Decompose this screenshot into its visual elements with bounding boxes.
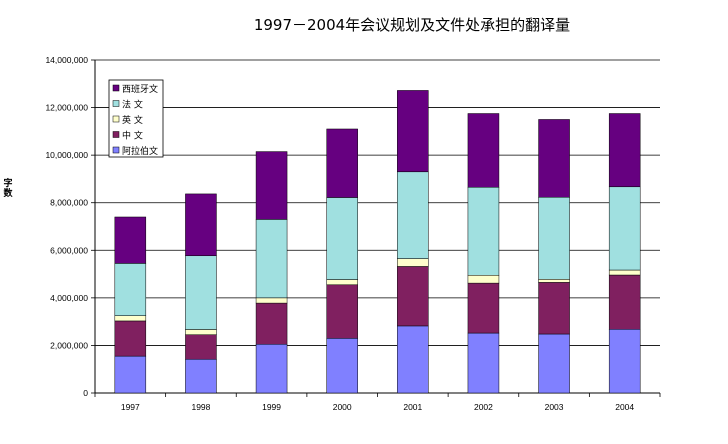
y-tick-label: 12,000,000 xyxy=(45,103,88,113)
bar-segment xyxy=(326,128,358,198)
bar-segment xyxy=(397,258,429,267)
y-tick-label: 14,000,000 xyxy=(45,55,88,65)
bar-segment xyxy=(114,355,147,394)
legend-label: 法 文 xyxy=(122,99,143,111)
bar-segment xyxy=(255,302,288,345)
gridlines xyxy=(95,59,660,346)
x-tick-label: 2002 xyxy=(474,402,493,412)
bar-segment xyxy=(538,279,570,283)
legend-swatch xyxy=(112,115,120,123)
bar-segment xyxy=(255,219,288,299)
bar-segment xyxy=(185,334,217,360)
bar-segment xyxy=(538,119,570,198)
y-tick-label: 6,000,000 xyxy=(50,245,88,255)
bars xyxy=(114,90,641,394)
bar-segment xyxy=(467,113,500,188)
x-axis-ticks: 1997 1998 1999 2000 2001 2002 2003 2004 xyxy=(94,393,661,412)
bar-segment xyxy=(608,186,641,271)
bar-segment xyxy=(397,171,429,259)
bar-segment xyxy=(114,263,147,316)
bar-segment xyxy=(114,315,147,322)
x-tick-label: 2004 xyxy=(615,402,634,412)
bar-segment xyxy=(467,282,500,334)
bar-segment xyxy=(538,196,570,280)
bar-segment xyxy=(185,193,217,257)
y-axis-label-char: 字 xyxy=(3,177,12,189)
y-tick-label: 10,000,000 xyxy=(45,150,88,160)
bar-segment xyxy=(255,297,288,304)
bar-segment xyxy=(326,279,358,286)
bar-segment xyxy=(185,358,217,394)
bar-segment xyxy=(326,197,358,280)
legend-swatch xyxy=(112,84,120,92)
bar-segment xyxy=(538,282,570,335)
bar-segment xyxy=(397,266,429,327)
bar-segment xyxy=(185,255,217,330)
bar-segment xyxy=(608,274,641,330)
bar-segment xyxy=(608,269,641,276)
x-tick-label: 1999 xyxy=(262,402,281,412)
bar-segment xyxy=(326,338,358,394)
bar-segment xyxy=(467,332,500,394)
legend-label: 西班牙文 xyxy=(122,83,158,95)
bar-segment xyxy=(467,187,500,276)
y-tick-label: 8,000,000 xyxy=(50,198,88,208)
bar-segment xyxy=(467,275,500,284)
bar-segment xyxy=(608,113,641,188)
x-tick-label: 2000 xyxy=(333,402,352,412)
x-tick-label: 2003 xyxy=(545,402,564,412)
y-axis-label-char: 数 xyxy=(3,187,13,199)
y-axis-ticks: 0 2,000,000 4,000,000 6,000,000 8,000,000 10,… xyxy=(45,55,95,398)
bar-segment xyxy=(255,151,288,220)
x-tick-label: 2001 xyxy=(403,402,422,412)
bar-segment xyxy=(255,343,288,394)
legend-label: 中 文 xyxy=(122,130,143,142)
x-tick-label: 1998 xyxy=(191,402,210,412)
bar-segment xyxy=(326,284,358,339)
chart-title: 1997－2004年会议规划及文件处承担的翻译量 xyxy=(254,16,570,34)
y-tick-label: 2,000,000 xyxy=(50,340,88,350)
bar-segment xyxy=(114,320,147,357)
bar-segment xyxy=(397,90,429,173)
y-axis-label: 字数 xyxy=(3,177,13,199)
bar-segment xyxy=(114,216,147,264)
bar-segment xyxy=(397,325,429,394)
legend-swatch xyxy=(112,146,120,154)
bar-segment xyxy=(185,329,217,335)
x-tick-label: 1997 xyxy=(121,402,140,412)
y-tick-label: 0 xyxy=(83,388,88,398)
y-tick-label: 4,000,000 xyxy=(50,293,88,303)
bar-segment xyxy=(538,333,570,394)
bar-segment xyxy=(608,329,641,394)
legend-swatch xyxy=(112,131,120,138)
legend-label: 阿拉伯文 xyxy=(122,145,158,157)
legend-swatch xyxy=(112,100,120,107)
legend-label: 英 文 xyxy=(122,114,143,126)
